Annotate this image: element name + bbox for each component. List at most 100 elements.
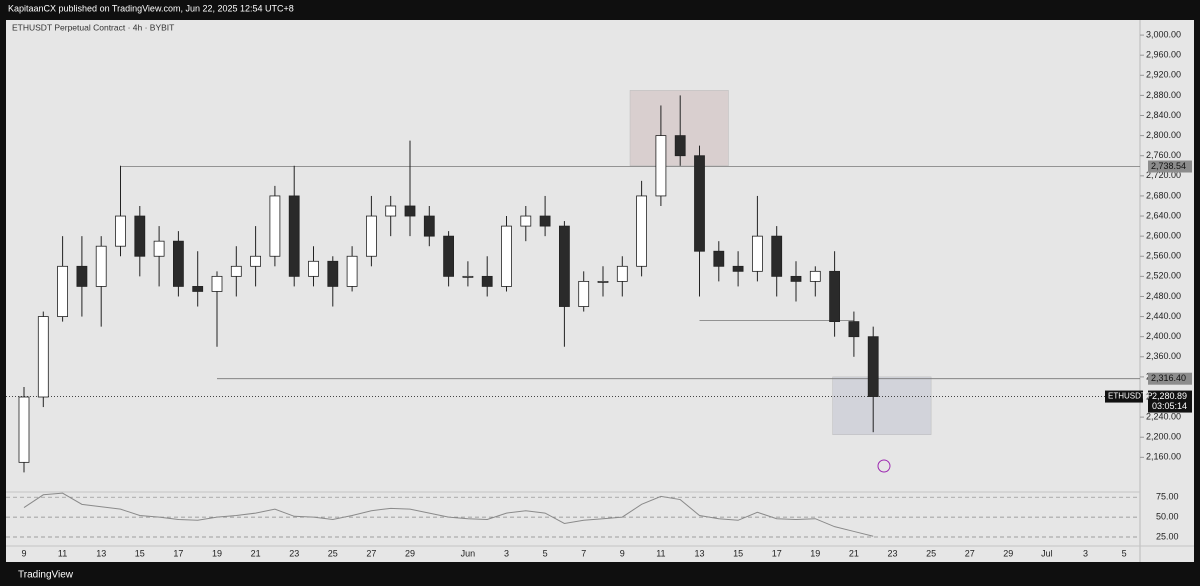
y-tick-label: 2,480.00 — [1146, 291, 1181, 301]
x-tick-label: 15 — [733, 548, 743, 558]
event-icon[interactable] — [877, 459, 891, 473]
candle-body — [655, 135, 667, 197]
x-tick-label: 19 — [212, 548, 222, 558]
candle-body — [211, 275, 223, 292]
level-label: 2,316.40 — [1151, 373, 1186, 383]
candle-body — [694, 155, 705, 252]
x-tick-label: 23 — [887, 548, 897, 558]
candle-body — [308, 260, 319, 277]
last-price-label: 2,280.89 — [1152, 391, 1187, 401]
x-tick-label: 5 — [1122, 548, 1127, 558]
rsi-tick-label: 25.00 — [1156, 531, 1179, 541]
last-price-box — [1148, 390, 1192, 413]
y-tick-label: 2,640.00 — [1146, 210, 1181, 220]
y-tick-label: 2,960.00 — [1146, 50, 1181, 60]
x-tick-label: 17 — [173, 548, 183, 558]
chart-title: ETHUSDT Perpetual Contract · 4h · BYBIT — [12, 22, 174, 32]
symbol-label: ETHUSDT.P — [1108, 392, 1152, 401]
candle-body — [153, 240, 165, 257]
y-tick-label: 3,000.00 — [1146, 29, 1181, 39]
candle-body — [37, 316, 49, 398]
candle-body — [269, 195, 281, 257]
candle-body — [57, 265, 68, 317]
candle-body — [578, 280, 590, 307]
y-tick-label: 2,520.00 — [1146, 271, 1181, 281]
candle-body — [674, 135, 686, 157]
x-tick-label: 17 — [772, 548, 782, 558]
rsi-line — [23, 492, 874, 537]
candle-body — [848, 321, 860, 338]
candle-body — [95, 245, 107, 287]
y-tick-label: 2,240.00 — [1146, 411, 1181, 421]
countdown: 03:05:14 — [1152, 401, 1187, 411]
candle-body — [443, 235, 455, 277]
x-tick-label: 11 — [58, 548, 67, 558]
y-tick-label: 2,760.00 — [1146, 150, 1181, 160]
y-tick-label: 2,440.00 — [1146, 311, 1181, 321]
candle-body — [346, 255, 358, 287]
x-tick-label: 27 — [965, 548, 975, 558]
candle-body — [732, 265, 744, 272]
x-tick-label: 23 — [289, 548, 299, 558]
candle-body — [559, 225, 570, 307]
x-tick-label: 13 — [694, 548, 704, 558]
publish-info: KapitaanCX published on TradingView.com,… — [8, 3, 294, 13]
candle-body — [385, 205, 397, 217]
y-tick-label: 2,160.00 — [1146, 452, 1181, 462]
candle-body — [404, 205, 416, 217]
x-tick-label: 25 — [328, 548, 338, 558]
candle-body — [597, 280, 609, 283]
candle-body — [76, 265, 88, 287]
x-tick-label: 29 — [405, 548, 415, 558]
x-tick-label: Jun — [461, 548, 476, 558]
candle-body — [327, 260, 339, 287]
candle-body — [115, 215, 126, 247]
x-tick-label: 27 — [366, 548, 376, 558]
y-tick-label: 2,840.00 — [1146, 110, 1181, 120]
x-tick-label: 3 — [504, 548, 509, 558]
candle-body — [18, 396, 30, 463]
x-tick-label: Jul — [1041, 548, 1053, 558]
y-tick-label: 2,800.00 — [1146, 130, 1181, 140]
x-tick-label: 9 — [620, 548, 625, 558]
candle-body — [172, 240, 184, 287]
x-tick-label: 21 — [849, 548, 859, 558]
candle-body — [636, 195, 647, 267]
candle-body — [809, 270, 821, 282]
chart-background — [6, 20, 1194, 562]
candle-body — [771, 235, 783, 277]
candle-body — [752, 235, 763, 272]
candle-body — [250, 255, 262, 267]
candle-body — [423, 215, 435, 237]
x-tick-label: 11 — [656, 548, 665, 558]
y-tick-label: 2,680.00 — [1146, 190, 1181, 200]
x-tick-label: 29 — [1003, 548, 1013, 558]
level-label-box — [1148, 372, 1192, 385]
y-tick-label: 2,600.00 — [1146, 231, 1181, 241]
candle-body — [501, 225, 512, 287]
candle-body — [520, 215, 532, 227]
symbol-box — [1105, 390, 1143, 403]
rsi-tick-label: 50.00 — [1156, 511, 1179, 521]
candle-body — [462, 275, 474, 278]
y-tick-label: 2,560.00 — [1146, 251, 1181, 261]
candle-body — [288, 195, 300, 277]
x-tick-label: 5 — [543, 548, 548, 558]
x-tick-label: 19 — [810, 548, 820, 558]
x-tick-label: 15 — [135, 548, 145, 558]
candle-body — [192, 286, 204, 292]
candle-body — [230, 265, 242, 277]
y-tick-label: 2,360.00 — [1146, 351, 1181, 361]
y-tick-label: 2,880.00 — [1146, 90, 1181, 100]
candle-body — [134, 215, 146, 257]
brand: TradingView — [18, 570, 74, 581]
candle-body — [829, 270, 840, 323]
y-tick-label: 2,920.00 — [1146, 70, 1181, 80]
zone — [832, 376, 932, 435]
level-label-box — [1148, 160, 1192, 173]
candle-body — [790, 275, 802, 282]
x-tick-label: 3 — [1083, 548, 1088, 558]
rsi-tick-label: 75.00 — [1156, 492, 1179, 502]
